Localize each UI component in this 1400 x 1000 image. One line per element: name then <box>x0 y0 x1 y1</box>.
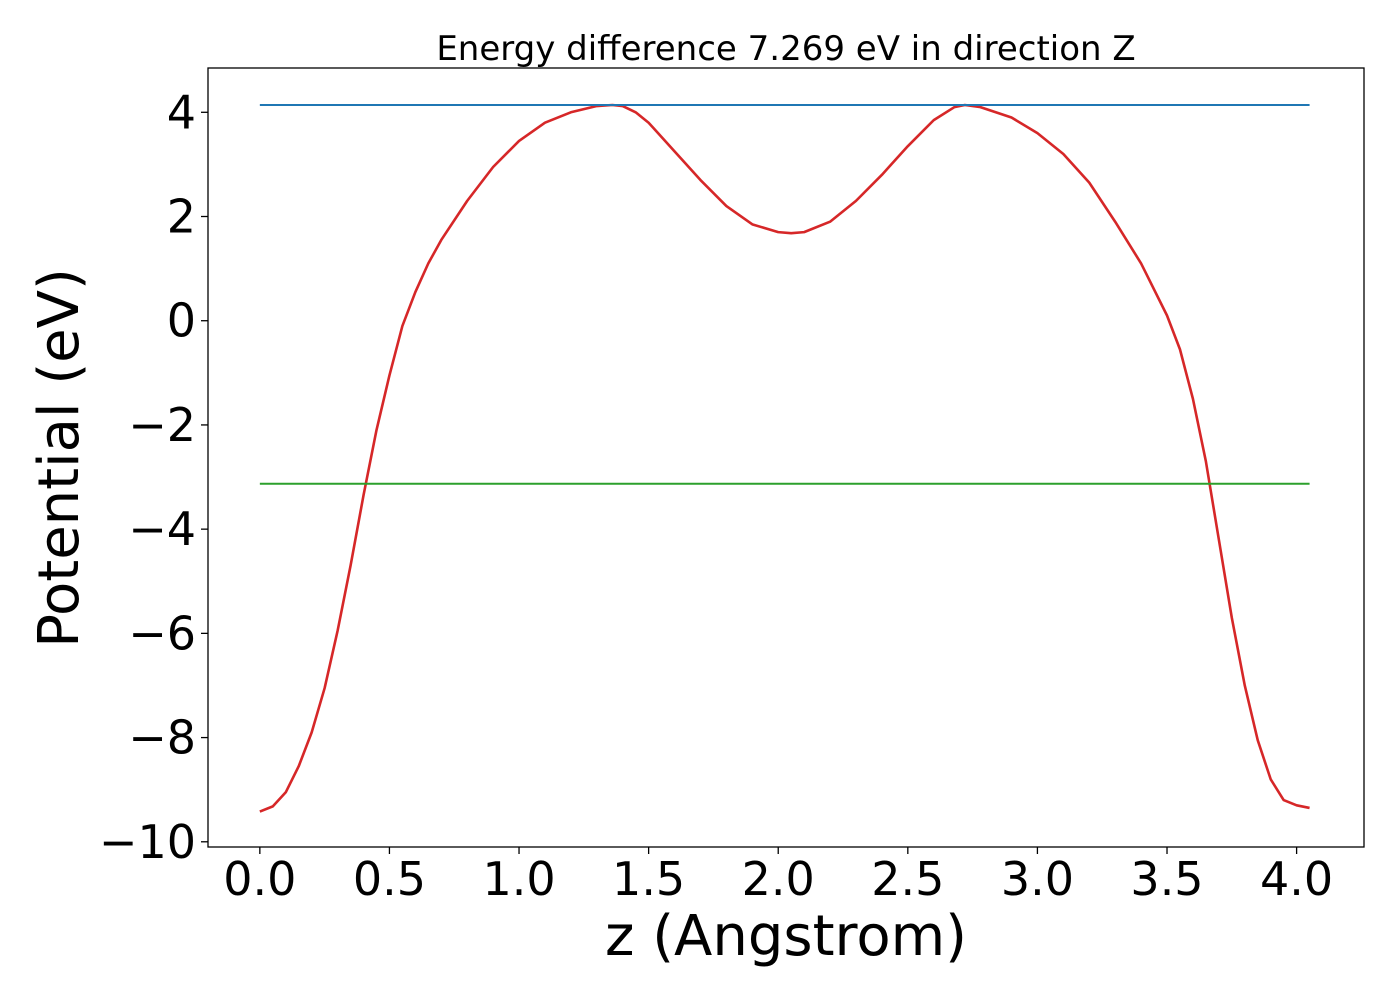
series-layer <box>259 103 1310 813</box>
x-axis-ticks: 0.0 0.5 1.0 1.5 2.0 2.5 3.0 3.5 4.0 <box>223 847 1333 906</box>
x-tick-label: 1.0 <box>482 852 555 906</box>
y-tick-label: −10 <box>99 815 196 869</box>
y-axis-label: Potential (eV) <box>27 268 92 648</box>
y-tick-label: 0 <box>167 294 196 348</box>
y-axis-ticks: −10 −8 −6 −4 −2 0 2 4 <box>99 85 208 869</box>
x-tick-label: 3.0 <box>1001 852 1074 906</box>
y-tick-label: −8 <box>128 711 196 765</box>
y-tick-label: −4 <box>128 502 196 556</box>
y-tick-label: 4 <box>167 85 196 139</box>
x-tick-label: 1.5 <box>612 852 685 906</box>
x-tick-label: 2.5 <box>871 852 944 906</box>
x-tick-label: 3.5 <box>1130 852 1203 906</box>
y-tick-label: 2 <box>167 190 196 244</box>
x-tick-label: 4.0 <box>1260 852 1333 906</box>
chart-title: Energy difference 7.269 eV in direction … <box>436 29 1135 69</box>
plot-area-frame <box>207 67 1365 848</box>
y-tick-label: −6 <box>128 606 196 660</box>
series-line-0 <box>259 103 1310 813</box>
x-tick-label: 0.0 <box>223 852 296 906</box>
x-tick-label: 0.5 <box>353 852 426 906</box>
x-axis-label: z (Angstrom) <box>605 904 967 969</box>
x-tick-label: 2.0 <box>742 852 815 906</box>
y-tick-label: −2 <box>128 398 196 452</box>
